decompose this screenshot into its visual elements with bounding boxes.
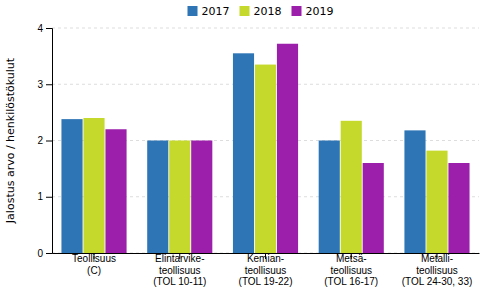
x-tick-label-line: Elintarvike- bbox=[155, 253, 204, 264]
y-tick-mark bbox=[46, 141, 52, 142]
x-tick: Metsä-teollisuus(TOL 16-17) bbox=[324, 253, 378, 287]
x-tick-label-line: teollisuus bbox=[330, 265, 372, 276]
bar bbox=[105, 129, 126, 253]
bar bbox=[319, 141, 340, 254]
legend-item: 2019 bbox=[292, 5, 334, 18]
legend-swatch bbox=[188, 6, 198, 16]
y-tick-mark bbox=[46, 84, 52, 85]
x-tick-label-line: Metalli- bbox=[421, 253, 453, 264]
bar bbox=[341, 121, 362, 253]
x-tick-label-line: Metsä- bbox=[336, 253, 367, 264]
y-axis: 0 1 2 3 4 bbox=[37, 23, 52, 259]
y-tick-mark bbox=[46, 197, 52, 198]
y-tick-label: 3 bbox=[37, 79, 43, 90]
bar bbox=[61, 119, 82, 253]
legend-item: 2018 bbox=[240, 5, 282, 18]
bar-series bbox=[61, 53, 425, 253]
bar-series bbox=[83, 65, 447, 253]
legend-swatch bbox=[292, 6, 302, 16]
x-tick-label-line: teollisuus bbox=[416, 265, 458, 276]
x-tick-label-line: (C) bbox=[87, 265, 101, 276]
x-tick-label: Metalli-teollisuus(TOL 24-30, 33) bbox=[402, 253, 473, 287]
x-tick-label: Kemian-teollisuus(TOL 19-22) bbox=[239, 253, 293, 287]
bar bbox=[169, 141, 190, 254]
y-axis-title: Jalostus arvo / henkilöstökulut bbox=[4, 57, 17, 224]
grid bbox=[52, 28, 479, 253]
legend-label: 2017 bbox=[202, 5, 230, 18]
x-axis: Teollisuus(C)Elintarvike-teollisuus(TOL … bbox=[53, 253, 480, 287]
y-tick: 2 bbox=[37, 135, 52, 146]
bar bbox=[404, 130, 425, 253]
x-tick-label-line: (TOL 24-30, 33) bbox=[402, 276, 473, 287]
y-tick: 0 bbox=[37, 248, 52, 259]
y-tick-mark bbox=[46, 253, 52, 254]
y-tick: 3 bbox=[37, 79, 52, 90]
y-tick: 1 bbox=[37, 191, 52, 202]
x-tick-label-line: (TOL 10-11) bbox=[153, 276, 206, 287]
bars bbox=[61, 44, 469, 253]
bar bbox=[277, 44, 298, 253]
y-tick: 4 bbox=[37, 23, 52, 34]
y-tick-label: 1 bbox=[37, 191, 43, 202]
x-tick-label-line: teollisuus bbox=[159, 265, 201, 276]
chart: 0 1 2 3 4 Teollisuus(C) Elintarvike-teollisuus… bbox=[0, 0, 491, 303]
legend: 2017 2018 2019 bbox=[188, 5, 334, 18]
bar bbox=[83, 118, 104, 253]
y-axis-line bbox=[46, 29, 53, 254]
x-tick-label-line: (TOL 16-17) bbox=[324, 276, 378, 287]
y-tick-label: 2 bbox=[37, 135, 43, 146]
bar bbox=[426, 151, 447, 253]
legend-item: 2017 bbox=[188, 5, 230, 18]
bar-series bbox=[105, 44, 469, 253]
bar bbox=[448, 163, 469, 253]
x-tick: Elintarvike-teollisuus(TOL 10-11) bbox=[153, 253, 206, 287]
x-tick: Kemian-teollisuus(TOL 19-22) bbox=[239, 253, 293, 287]
y-tick-label: 0 bbox=[37, 248, 43, 259]
bar bbox=[233, 53, 254, 253]
bar bbox=[255, 65, 276, 253]
x-tick: Teollisuus(C) bbox=[72, 253, 116, 276]
y-tick-label: 4 bbox=[37, 23, 43, 34]
x-tick-label: Metsä-teollisuus(TOL 16-17) bbox=[324, 253, 378, 287]
legend-label: 2018 bbox=[254, 5, 282, 18]
x-tick-label: Teollisuus(C) bbox=[72, 253, 116, 276]
x-tick: Metalli-teollisuus(TOL 24-30, 33) bbox=[402, 253, 473, 287]
y-tick-mark bbox=[46, 28, 52, 29]
bar bbox=[363, 163, 384, 253]
x-tick-label: Elintarvike-teollisuus(TOL 10-11) bbox=[153, 253, 206, 287]
x-tick-label-line: teollisuus bbox=[245, 265, 287, 276]
x-tick-label-line: (TOL 19-22) bbox=[239, 276, 293, 287]
grid-line bbox=[52, 28, 479, 29]
x-tick-label-line: Kemian- bbox=[247, 253, 284, 264]
x-tick-label-line: Teollisuus bbox=[72, 253, 116, 264]
legend-label: 2019 bbox=[306, 5, 334, 18]
bar bbox=[147, 141, 168, 254]
legend-swatch bbox=[240, 6, 250, 16]
bar bbox=[191, 141, 212, 254]
